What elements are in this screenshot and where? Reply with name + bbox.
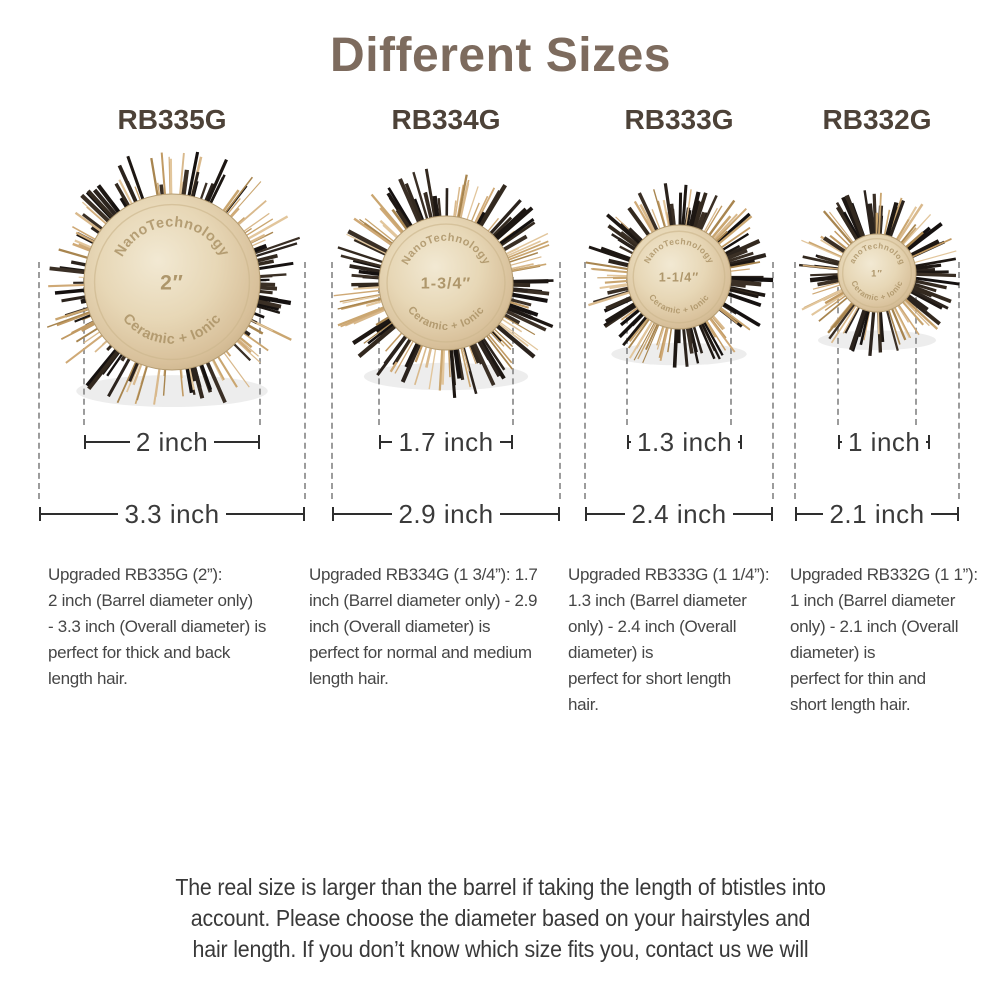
overall-dimension: 2.9 inch (332, 498, 561, 529)
dimension-tick (838, 435, 840, 449)
dimension-tick (795, 507, 797, 521)
dimension-line (840, 441, 842, 443)
dimension-dashed-line (83, 277, 85, 425)
dimension-line (499, 441, 512, 443)
barrel-dimension: 1 inch (838, 427, 931, 457)
dimension-line (499, 513, 559, 515)
svg-text:1″: 1″ (871, 267, 883, 278)
overall-dimension: 2.4 inch (585, 498, 774, 529)
dimension-line (926, 441, 929, 443)
dimension-line (629, 441, 631, 443)
dimension-dashed-line (794, 262, 796, 499)
dimension-line (86, 441, 130, 443)
dimension-tick (558, 507, 561, 521)
dimension-dashed-line (512, 277, 514, 425)
dimension-tick (379, 435, 381, 449)
dimension-tick (303, 507, 306, 521)
overall-dimension-label: 2.1 inch (829, 498, 925, 529)
dimension-dashed-line (772, 262, 774, 499)
overall-dimension-label: 3.3 inch (124, 498, 220, 529)
dimension-dashed-line (837, 277, 839, 425)
dimension-dashed-line (259, 277, 261, 425)
barrel-dimension: 1.3 inch (627, 427, 743, 457)
dimension-dashed-line (38, 262, 40, 499)
dimension-tick (771, 507, 774, 521)
dimension-tick (258, 435, 261, 449)
overall-dimension-label: 2.4 inch (631, 498, 727, 529)
svg-text:1-3/4″: 1-3/4″ (421, 275, 471, 293)
dimension-line (738, 441, 741, 443)
brush-model-label: RB335G (117, 104, 227, 135)
brush-description: Upgraded RB335G (2”): 2 inch (Barrel dia… (48, 565, 267, 688)
dimension-dashed-line (915, 277, 917, 425)
dimension-dashed-line (304, 262, 306, 499)
page-title: Different Sizes (330, 29, 671, 82)
dimension-tick (511, 435, 514, 449)
dimension-line (797, 513, 824, 515)
dimension-line (41, 513, 119, 515)
dimension-line (225, 513, 304, 515)
brush-model-label: RB334G (391, 104, 501, 135)
overall-dimension-label: 2.9 inch (398, 498, 494, 529)
brush-model-label: RB333G (624, 104, 734, 135)
dimension-line (587, 513, 626, 515)
brush-description: Upgraded RB332G (1 1”): 1 inch (Barrel d… (790, 565, 978, 714)
dimension-tick (332, 507, 334, 521)
dimension-tick (740, 435, 743, 449)
dimension-tick (957, 507, 960, 521)
dimension-dashed-line (626, 277, 628, 425)
dimension-dashed-line (584, 262, 586, 499)
dimension-line (214, 441, 259, 443)
overall-dimension: 3.3 inch (39, 498, 306, 529)
dimension-line (732, 513, 772, 515)
dimension-tick (84, 435, 86, 449)
barrel-dimension: 2 inch (84, 426, 261, 457)
svg-text:2″: 2″ (160, 271, 184, 294)
svg-text:1-1/4″: 1-1/4″ (659, 270, 699, 284)
barrel-dimension: 1.7 inch (379, 426, 514, 457)
dimension-tick (39, 507, 41, 521)
dimension-tick (627, 435, 629, 449)
brush-description: Upgraded RB334G (1 3/4”): 1.7 inch (Barr… (309, 565, 538, 688)
dimension-line (381, 441, 393, 443)
barrel-dimension-label: 1.3 inch (637, 426, 733, 457)
barrel-dimension-label: 1.7 inch (398, 426, 494, 457)
dimension-dashed-line (559, 262, 561, 499)
brush-model-label: RB332G (822, 104, 932, 135)
barrel-dimension-label: 1 inch (848, 426, 921, 457)
dimension-tick (928, 435, 931, 449)
dimension-dashed-line (730, 277, 732, 425)
dimension-dashed-line (331, 262, 333, 499)
dimension-tick (585, 507, 587, 521)
dimension-line (334, 513, 393, 515)
footer-note: The real size is larger than the barrel … (175, 874, 826, 962)
dimension-dashed-line (378, 277, 380, 425)
barrel-dimension-label: 2 inch (135, 426, 209, 457)
brush-description: Upgraded RB333G (1 1/4”): 1.3 inch (Barr… (568, 565, 770, 714)
overall-dimension: 2.1 inch (795, 498, 960, 529)
dimension-dashed-line (958, 262, 960, 499)
dimension-line (930, 513, 958, 515)
